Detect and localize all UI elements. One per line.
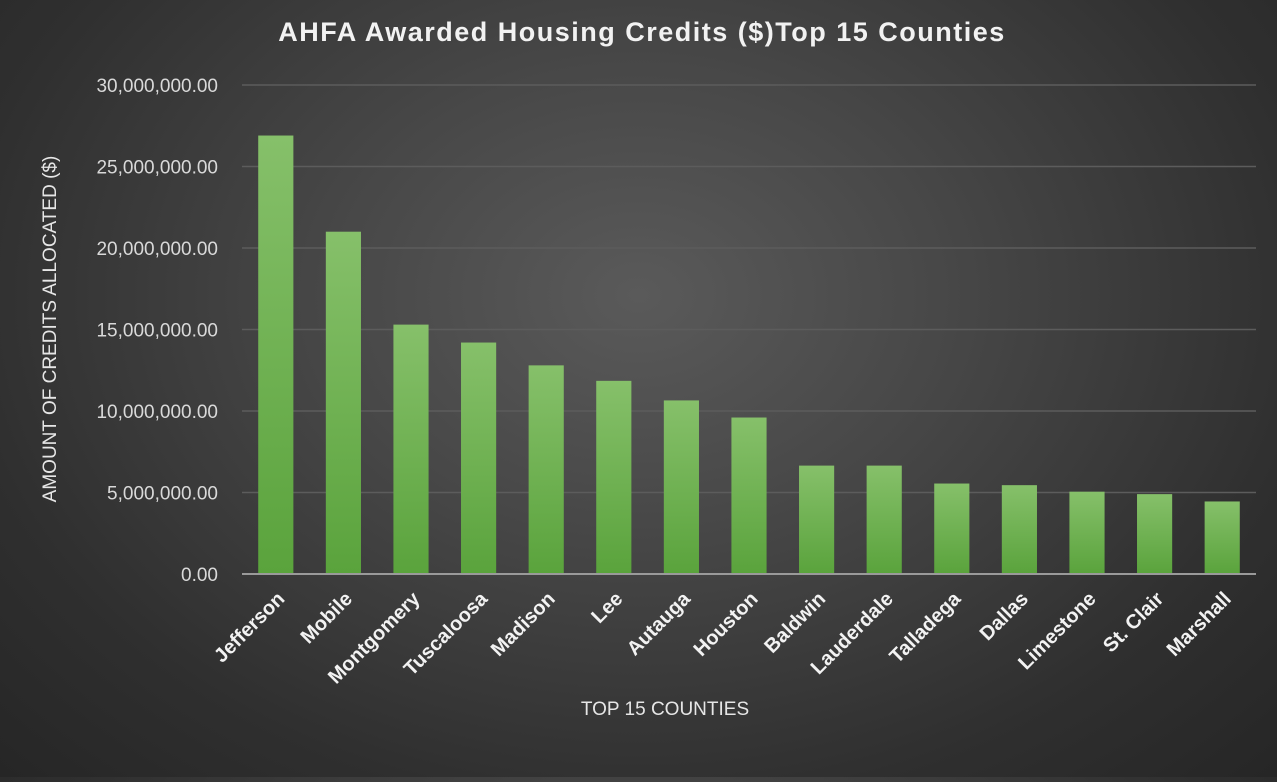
y-tick-label: 25,000,000.00	[96, 158, 218, 179]
x-tick-label: Marshall	[1163, 588, 1236, 661]
y-tick-label: 10,000,000.00	[96, 402, 218, 423]
bar-houston	[731, 417, 767, 574]
x-tick-label: Madison	[487, 588, 560, 661]
bar-baldwin	[799, 465, 835, 574]
bar-marshall	[1204, 501, 1240, 574]
x-tick-label: Baldwin	[760, 588, 830, 658]
bar-tuscaloosa	[461, 342, 497, 574]
x-tick-label: Mobile	[297, 588, 357, 648]
y-tick-label: 20,000,000.00	[96, 239, 218, 260]
x-axis-tick-labels: Jefferson MobileMontgomeryTuscaloosaMadis…	[210, 587, 1236, 688]
x-tick-label: Talladega	[886, 587, 966, 667]
y-tick-label: 15,000,000.00	[96, 321, 218, 342]
bar-dallas	[1001, 485, 1037, 574]
x-tick-label: Lee	[587, 588, 627, 628]
bar-lauderdale	[866, 465, 902, 574]
bar-autauga	[663, 400, 699, 574]
bar-lee	[596, 380, 632, 574]
y-axis-tick-labels: 0.00 5,000,000.00 10,000,000.00 15,000,000.…	[96, 76, 218, 586]
x-tick-label: St. Clair	[1099, 588, 1168, 657]
bar-montgomery	[393, 324, 429, 574]
y-tick-label: 30,000,000.00	[96, 76, 218, 97]
bar-jefferson	[258, 135, 294, 574]
x-tick-label: Autauga	[623, 587, 696, 660]
bars	[242, 135, 1256, 575]
y-tick-label: 0.00	[181, 565, 218, 586]
x-tick-label: Dallas	[976, 588, 1033, 645]
y-axis-title: AMOUNT OF CREDITS ALLOCATED ($)	[40, 156, 61, 503]
bar-st-clair	[1137, 494, 1173, 574]
chart-title: AHFA Awarded Housing Credits ($)Top 15 C…	[278, 17, 1006, 47]
y-tick-label: 5,000,000.00	[107, 484, 218, 505]
bar-talladega	[934, 483, 970, 574]
bar-limestone	[1069, 491, 1105, 574]
bar-madison	[528, 365, 564, 574]
x-tick-label: Houston	[690, 588, 763, 661]
x-tick-label: Jefferson	[210, 588, 289, 667]
x-axis-title: TOP 15 COUNTIES	[581, 699, 749, 720]
bar-mobile	[325, 231, 361, 574]
